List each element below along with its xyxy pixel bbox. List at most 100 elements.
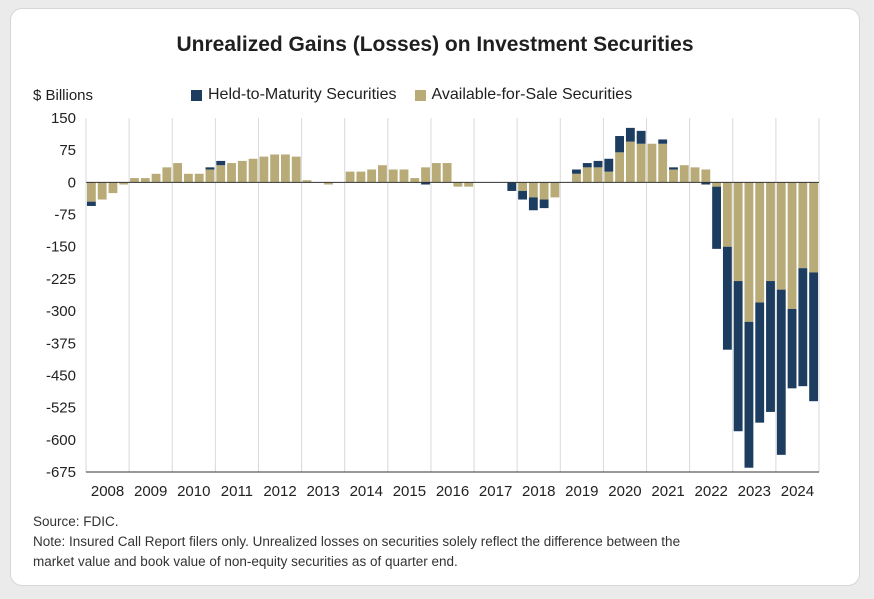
bar-htm [593, 160, 603, 168]
bar-afs [647, 143, 657, 183]
bar-afs [625, 141, 635, 183]
bar-htm [216, 160, 226, 166]
bar-afs [410, 178, 420, 183]
bar-htm [776, 289, 786, 455]
chart-footer: Source: FDIC. Note: Insured Call Report … [33, 512, 833, 572]
bar-htm [205, 167, 215, 170]
bar-htm [733, 281, 743, 432]
chart-legend: Held-to-Maturity Securities Available-fo… [191, 86, 632, 104]
x-tick-label: 2014 [350, 483, 383, 500]
bar-afs [701, 169, 711, 183]
chart-card: Unrealized Gains (Losses) on Investment … [10, 8, 860, 586]
chart-plot-area: 150 75 0 -75 -150 -225 -300 -375 -450 -525 -600 -67… [46, 110, 820, 500]
bar-afs [690, 167, 700, 183]
footnote-line-2: market value and book value of non-equit… [33, 554, 458, 569]
bar-afs [302, 180, 312, 183]
x-tick-label: 2008 [91, 483, 124, 500]
bar-afs [205, 169, 215, 183]
bar-afs [464, 182, 474, 187]
bar-afs [259, 156, 269, 183]
bar-htm [582, 163, 592, 168]
bar-afs [162, 167, 172, 183]
legend-item-htm: Held-to-Maturity Securities [191, 86, 397, 104]
bar-htm [755, 302, 765, 423]
bar-afs [755, 182, 765, 303]
bar-afs [356, 171, 366, 183]
y-tick-label: -75 [54, 207, 76, 224]
x-tick-label: 2016 [436, 483, 469, 500]
x-tick-label: 2022 [695, 483, 728, 500]
bar-afs [669, 169, 678, 183]
bar-htm [744, 321, 754, 468]
bar-afs [550, 182, 560, 198]
y-axis-unit-label: $ Billions [33, 87, 94, 104]
bar-afs [593, 167, 603, 183]
bar-afs [528, 182, 538, 198]
bar-afs [194, 173, 204, 183]
x-tick-label: 2019 [565, 483, 598, 500]
x-tick-label: 2015 [393, 483, 426, 500]
bar-afs [744, 182, 754, 322]
y-tick-label: -450 [46, 367, 76, 384]
bar-htm [615, 136, 625, 153]
bar-afs [227, 163, 236, 183]
bar-htm [798, 268, 808, 387]
bar-afs [248, 158, 258, 183]
bar-afs [733, 182, 743, 282]
x-tick-label: 2024 [781, 483, 814, 500]
legend-item-afs: Available-for-Sale Securities [414, 86, 633, 104]
bar-htm [421, 182, 430, 185]
x-tick-label: 2020 [608, 483, 641, 500]
bar-afs [787, 182, 797, 309]
bar-afs [604, 171, 614, 183]
x-tick-label: 2012 [263, 483, 296, 500]
bar-afs [97, 182, 107, 200]
bar-afs [722, 182, 732, 247]
bar-afs [140, 178, 150, 183]
bar-htm [658, 139, 668, 144]
bar-afs [712, 182, 722, 187]
bar-afs [431, 163, 441, 183]
x-tick-label: 2017 [479, 483, 512, 500]
bar-afs [636, 143, 646, 183]
bar-afs [582, 167, 592, 183]
bar-afs [442, 163, 452, 183]
y-tick-label: -675 [46, 464, 76, 481]
y-tick-label: 0 [68, 174, 76, 191]
bar-afs [421, 167, 430, 183]
bar-htm [518, 190, 527, 200]
y-tick-label: 150 [51, 110, 76, 127]
bar-afs [766, 182, 775, 282]
bar-htm [787, 308, 797, 389]
bar-afs [658, 143, 668, 183]
bar-afs [345, 171, 355, 183]
x-tick-label: 2013 [306, 483, 339, 500]
bar-htm [722, 246, 732, 350]
legend-swatch-htm [191, 89, 202, 101]
bar-htm [701, 182, 711, 185]
bar-afs [518, 182, 527, 191]
bar-htm [539, 199, 549, 209]
bar-htm [528, 197, 538, 211]
bar-afs [173, 163, 183, 183]
bar-afs [679, 165, 689, 183]
y-tick-label: -525 [46, 400, 76, 417]
x-tick-label: 2023 [738, 483, 771, 500]
bar-afs [86, 182, 96, 202]
bar-afs [388, 169, 398, 183]
x-tick-label: 2018 [522, 483, 555, 500]
bar-afs [615, 152, 625, 183]
bar-afs [324, 182, 333, 185]
bar-afs [378, 165, 387, 183]
bar-htm [572, 169, 581, 174]
bar-afs [119, 182, 129, 185]
bar-htm [636, 130, 646, 144]
x-tick-label: 2010 [177, 483, 210, 500]
source-note: Source: FDIC. [33, 514, 119, 529]
bar-afs [280, 154, 290, 183]
bar-htm [625, 127, 635, 142]
legend-label-afs: Available-for-Sale Securities [431, 86, 633, 103]
bar-afs [216, 165, 226, 183]
bar-afs [237, 160, 247, 183]
y-tick-label: 75 [59, 142, 76, 159]
